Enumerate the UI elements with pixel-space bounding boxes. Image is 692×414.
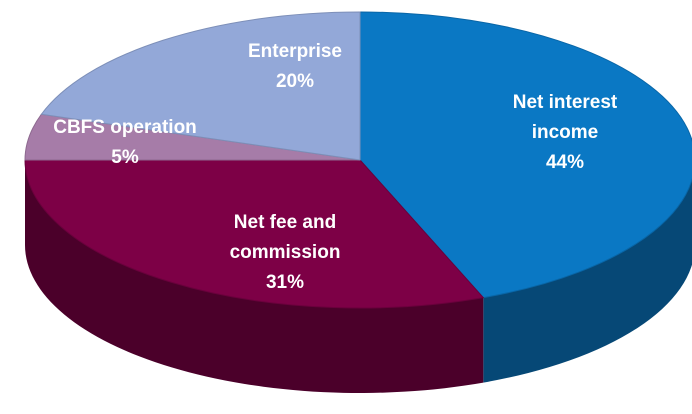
- slice-side: [25, 160, 484, 394]
- value-label: 20%: [275, 71, 315, 92]
- slice-label: Net interest income 44%: [490, 88, 640, 178]
- slice-label: CBFS operation 5%: [25, 113, 225, 173]
- slice-label: Net fee and commission 31%: [205, 208, 365, 298]
- value-label: 5%: [111, 147, 139, 168]
- slice: [24, 159, 485, 309]
- category-label: Net interest income: [512, 92, 618, 143]
- slice-label: Enterprise 20%: [215, 37, 375, 97]
- slice-side: [483, 179, 692, 383]
- value-label: 44%: [545, 152, 585, 173]
- category-label: CBFS operation: [53, 117, 197, 138]
- slice: [359, 11, 692, 299]
- value-label: 31%: [265, 272, 305, 293]
- slice: [40, 11, 361, 161]
- category-label: Net fee and commission: [229, 212, 341, 263]
- category-label: Enterprise: [248, 41, 342, 62]
